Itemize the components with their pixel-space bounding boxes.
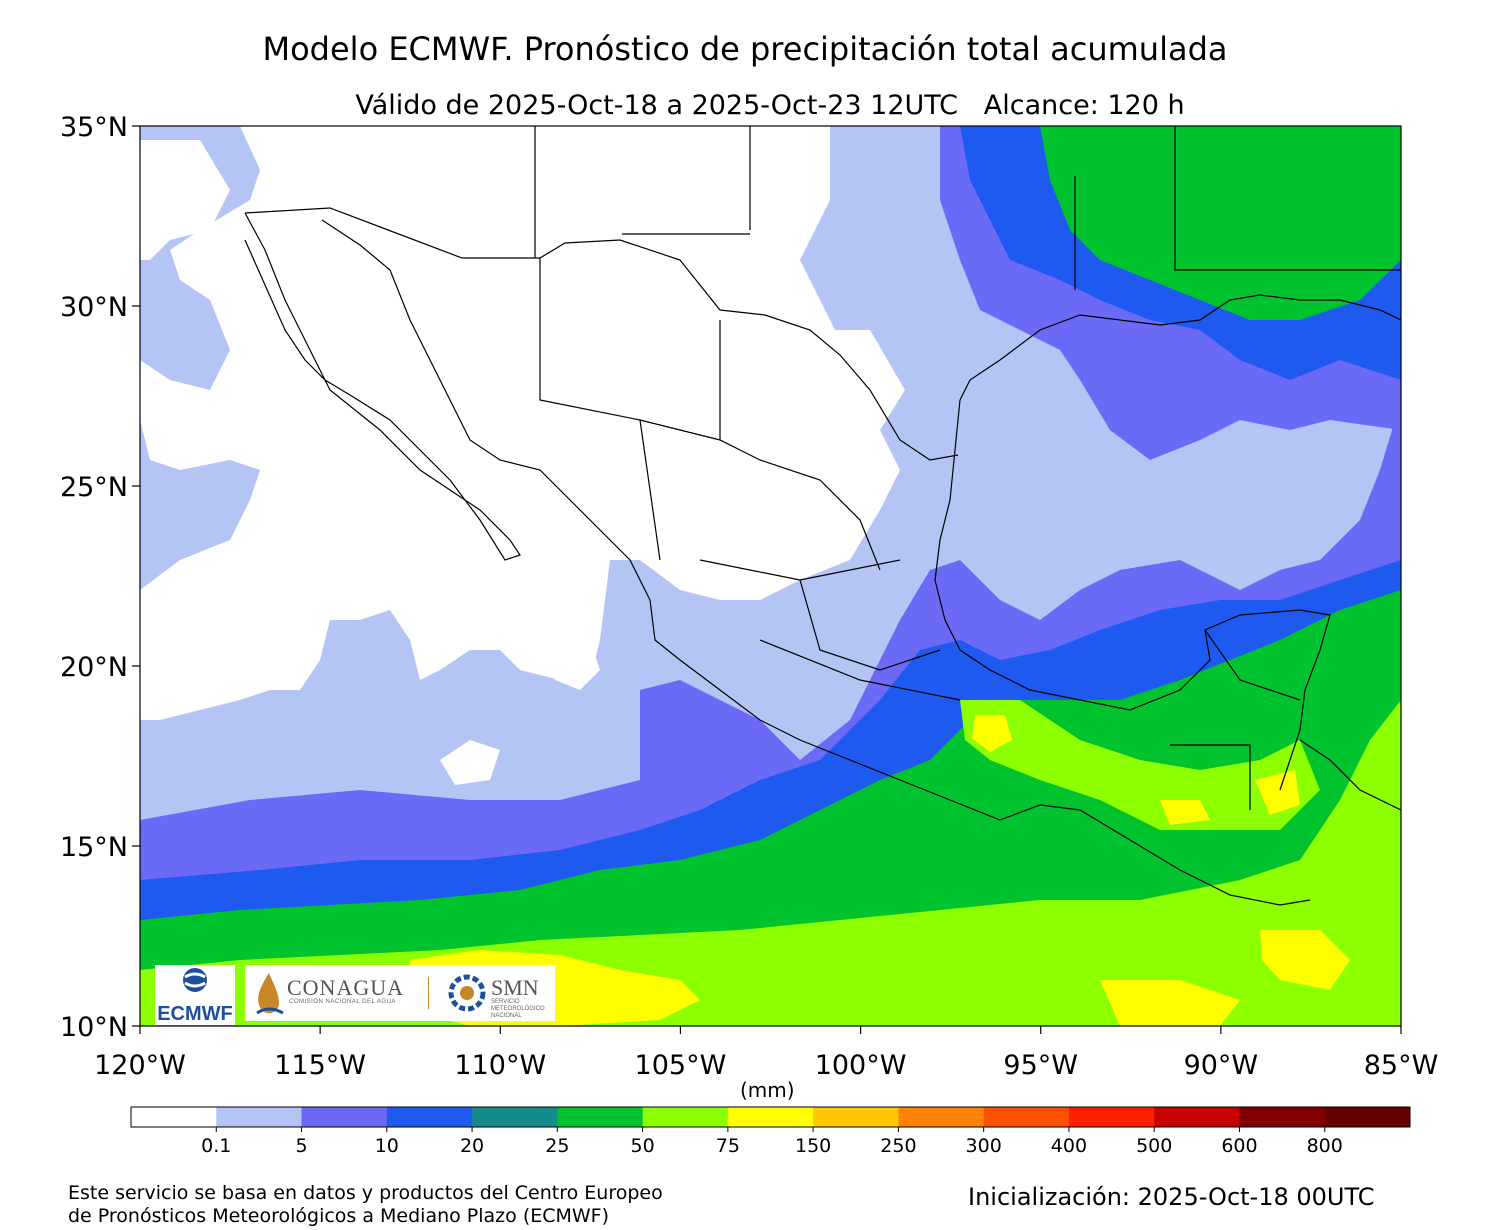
colorbar-label: 50 xyxy=(631,1135,655,1157)
map-title: Modelo ECMWF. Pronóstico de precipitació… xyxy=(262,30,1228,68)
colorbar-label: 20 xyxy=(460,1135,484,1157)
lon-tick-label: 90°W xyxy=(1184,1050,1259,1081)
coastlines xyxy=(244,126,1401,906)
latitude-axis: 35°N 30°N 25°N 20°N 15°N 10°N xyxy=(60,112,140,1043)
credit-line-1: Este servicio se basa en datos y product… xyxy=(68,1182,663,1204)
lon-tick-label: 120°W xyxy=(94,1050,186,1081)
dry-area-south xyxy=(440,740,500,785)
conagua-smn-logo: CONAGUA COMISIÓN NACIONAL DEL AGUA SMN S… xyxy=(245,965,555,1021)
baja-california-coast xyxy=(244,212,521,561)
colorbar-swatch xyxy=(131,1107,217,1127)
credit-text: Este servicio se basa en datos y product… xyxy=(68,1182,663,1228)
lon-tick-label: 105°W xyxy=(635,1050,727,1081)
very-heavy-rain-d xyxy=(972,715,1012,752)
central-america-coast xyxy=(1299,739,1401,811)
colorbar-swatch xyxy=(557,1107,644,1127)
colorbar-swatch xyxy=(727,1107,814,1127)
colorbar-swatch xyxy=(813,1107,899,1127)
colorbar-swatch xyxy=(983,1107,1070,1127)
initialization-time: Inicialización: 2025-Oct-18 00UTC xyxy=(968,1183,1375,1211)
colorbar-label: 5 xyxy=(295,1135,307,1157)
us-mexico-border xyxy=(244,207,959,461)
ecmwf-emblem-icon xyxy=(183,968,207,992)
lat-tick-label: 20°N xyxy=(60,652,128,683)
colorbar-label: 0.1 xyxy=(201,1135,231,1157)
lon-tick-label: 100°W xyxy=(815,1050,907,1081)
colorbar-label: 500 xyxy=(1136,1135,1172,1157)
lat-tick-label: 25°N xyxy=(60,472,128,503)
colorbar-label: 150 xyxy=(795,1135,831,1157)
colorbar-swatch xyxy=(386,1107,473,1127)
gulf-honduras-band xyxy=(960,700,1320,830)
lat-tick-label: 35°N xyxy=(60,112,128,143)
ecmwf-logo: ECMWF xyxy=(155,965,235,1025)
northeast-green-band xyxy=(1040,126,1401,320)
colorbar-swatch xyxy=(1239,1107,1326,1127)
colorbar-label: 600 xyxy=(1221,1135,1257,1157)
colorbar-label: 25 xyxy=(545,1135,569,1157)
colorbar-swatch xyxy=(301,1107,388,1127)
colorbar-label: 75 xyxy=(716,1135,740,1157)
lon-tick-label: 85°W xyxy=(1364,1050,1439,1081)
map-subtitle: Válido de 2025-Oct-18 a 2025-Oct-23 12UT… xyxy=(355,90,1185,121)
mexico-pacific-coast xyxy=(321,219,1311,906)
colorbar-swatch xyxy=(1068,1107,1155,1127)
colorbar-unit: (mm) xyxy=(740,1078,795,1102)
credit-line-2: de Pronósticos Meteorológicos a Mediano … xyxy=(68,1205,610,1227)
dry-area-northwest xyxy=(140,126,905,720)
colorbar: 0.1 5 10 20 25 50 75 150 250 300 400 500 600 800 xyxy=(130,1106,1411,1157)
conagua-drop-icon xyxy=(256,973,284,1015)
precipitation-field xyxy=(140,126,1401,1026)
colorbar-label: 400 xyxy=(1051,1135,1087,1157)
colorbar-swatch xyxy=(216,1107,303,1127)
lon-tick-label: 115°W xyxy=(274,1050,366,1081)
smn-logo-subtext: SERVICIO METEOROLÓGICO NACIONAL xyxy=(491,999,545,1019)
dry-area-west xyxy=(140,140,230,260)
conagua-logo-subtext: COMISIÓN NACIONAL DEL AGUA xyxy=(289,999,396,1005)
colorbar-swatch xyxy=(642,1107,729,1127)
very-heavy-rain-f xyxy=(1160,800,1210,825)
mexico-gulf-coast xyxy=(934,399,1331,791)
conagua-logo-text: CONAGUA xyxy=(287,975,404,1000)
colorbar-label: 10 xyxy=(375,1135,399,1157)
heavy-rain-band xyxy=(140,700,1401,1026)
colorbar-label: 800 xyxy=(1307,1135,1343,1157)
lon-tick-label: 110°W xyxy=(454,1050,546,1081)
colorbar-label: 300 xyxy=(966,1135,1002,1157)
longitude-axis: 120°W 115°W 110°W 105°W 100°W 95°W 90°W 85°W xyxy=(94,1026,1438,1081)
very-heavy-rain-c xyxy=(1260,930,1350,990)
very-heavy-rain-e xyxy=(1255,770,1300,815)
lat-tick-label: 30°N xyxy=(60,292,128,323)
dry-area-ocean-a xyxy=(555,640,600,690)
map-frame xyxy=(139,125,1402,1027)
colorbar-swatch xyxy=(1324,1107,1411,1127)
colorbar-swatch xyxy=(472,1107,558,1127)
lat-tick-label: 15°N xyxy=(60,832,128,863)
colorbar-label: 250 xyxy=(880,1135,916,1157)
logo-divider xyxy=(428,977,429,1009)
lon-tick-label: 95°W xyxy=(1003,1050,1078,1081)
us-state-lines xyxy=(534,126,1401,290)
very-heavy-rain-b xyxy=(1100,980,1240,1026)
mexico-state-lines xyxy=(539,258,1301,810)
colorbar-swatch xyxy=(1154,1107,1240,1127)
lat-tick-label: 10°N xyxy=(60,1012,128,1043)
colorbar-frame xyxy=(130,1106,1411,1128)
gulf-coast xyxy=(959,294,1401,401)
smn-emblem-icon xyxy=(448,974,486,1012)
colorbar-swatch xyxy=(898,1107,985,1127)
smn-logo-text: SMN xyxy=(491,975,539,1000)
ecmwf-logo-text: ECMWF xyxy=(157,1003,233,1025)
